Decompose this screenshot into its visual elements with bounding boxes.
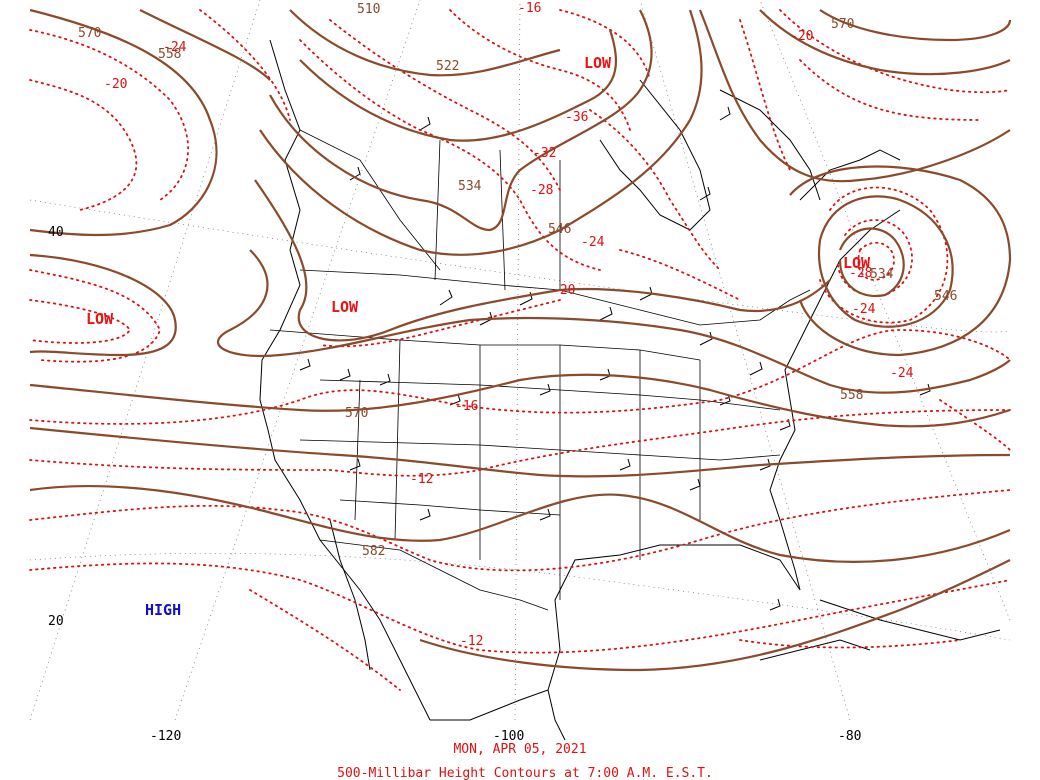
temperature-label: -20 (552, 283, 575, 298)
longitude-label: -80 (838, 729, 861, 744)
temperature-label: -32 (533, 146, 556, 161)
temperature-label: -28 (849, 266, 872, 281)
longitude-label: -100 (493, 729, 524, 744)
temperature-contours (29, 9, 1011, 691)
temperature-label: -20 (790, 29, 813, 44)
temperature-label: -16 (455, 399, 478, 414)
temperature-label: -20 (104, 77, 127, 92)
map-product-title: 500-Millibar Height Contours at 7:00 A.M… (337, 766, 713, 780)
longitude-label: -120 (150, 729, 181, 744)
height-label: 546 (548, 222, 571, 237)
height-labels: 570 558 510 522 534 546 534 546 558 570 … (78, 2, 957, 559)
height-label: 570 (345, 406, 368, 421)
temperature-label: -24 (890, 366, 914, 381)
height-label: 558 (158, 47, 181, 62)
height-contours (29, 8, 1012, 672)
pressure-centers: LOW LOW LOW LOW HIGH (86, 54, 871, 619)
height-label: 570 (831, 17, 854, 32)
borders (269, 129, 811, 611)
height-label: 570 (78, 26, 101, 41)
graticule (29, 0, 1011, 721)
temperature-label: -28 (530, 183, 553, 198)
temperature-label: -36 (565, 110, 588, 125)
height-label: 534 (870, 267, 894, 282)
temperature-label: -16 (518, 1, 541, 16)
height-label: 522 (436, 59, 459, 74)
low-center-label: LOW (843, 254, 871, 272)
temperature-label: -12 (460, 634, 483, 649)
temperature-label: -24 (852, 302, 876, 317)
latitude-label: 20 (48, 614, 64, 629)
temperature-label: -12 (410, 472, 433, 487)
map-date: MON, APR 05, 2021 (453, 742, 586, 757)
graticule-labels: 40 20 -120 -100 -80 (48, 225, 861, 744)
low-center-label: LOW (86, 310, 114, 328)
height-label: 582 (362, 544, 385, 559)
map-caption: MON, APR 05, 2021 500-Millibar Height Co… (337, 742, 713, 780)
low-center-label: LOW (331, 298, 359, 316)
latitude-label: 40 (48, 225, 64, 240)
height-label: 546 (934, 289, 957, 304)
height-label: 534 (458, 179, 482, 194)
temperature-label: -24 (581, 235, 605, 250)
temperature-labels: -24 -20 -16 -36 -32 -28 -24 -20 -20 -24 … (104, 1, 914, 649)
low-center-label: LOW (584, 54, 612, 72)
height-label: 558 (840, 388, 863, 403)
high-center-label: HIGH (145, 601, 181, 619)
temperature-label: -24 (163, 40, 187, 55)
height-label: 510 (357, 2, 380, 17)
